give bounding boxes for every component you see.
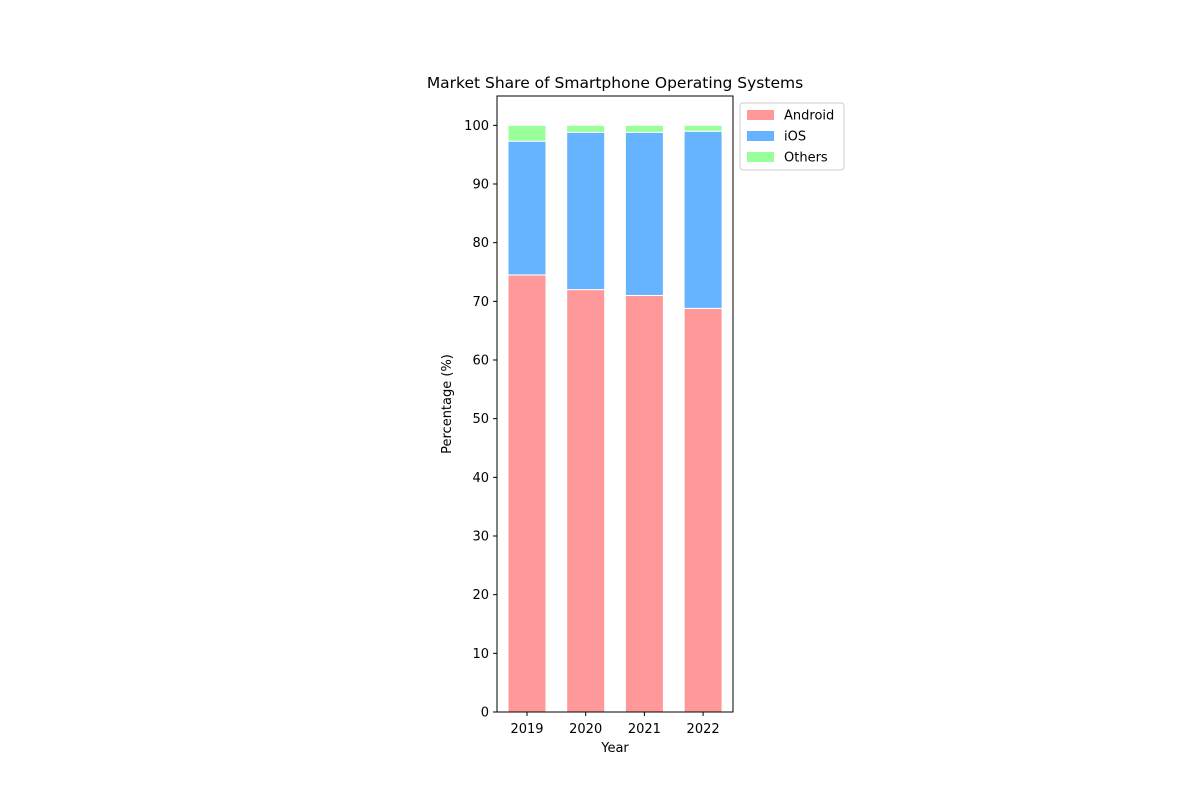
y-tick-label: 100 bbox=[464, 119, 489, 134]
x-tick-label: 2022 bbox=[687, 722, 720, 737]
y-tick-label: 30 bbox=[472, 530, 489, 545]
legend-label-android: Android bbox=[784, 109, 834, 124]
bar-others-2019 bbox=[507, 124, 547, 142]
x-tick-label: 2021 bbox=[628, 722, 661, 737]
bar-ios-2022 bbox=[683, 130, 723, 309]
legend-swatch-ios bbox=[747, 131, 774, 141]
bar-android-2019 bbox=[507, 274, 547, 713]
x-axis-label: Year bbox=[600, 741, 629, 756]
bar-android-2021 bbox=[624, 294, 664, 713]
chart-title: Market Share of Smartphone Operating Sys… bbox=[427, 74, 803, 92]
plot-frame bbox=[496, 95, 734, 713]
x-axis: 2019 2020 2021 2022 bbox=[510, 712, 720, 737]
y-tick-label: 10 bbox=[472, 647, 489, 662]
y-axis-label: Percentage (%) bbox=[440, 354, 455, 454]
bars-layer bbox=[507, 124, 723, 713]
y-tick-label: 90 bbox=[472, 178, 489, 193]
legend: Android iOS Others bbox=[739, 102, 845, 171]
y-tick-label: 50 bbox=[472, 412, 489, 427]
bar-android-2020 bbox=[566, 289, 606, 713]
y-axis: 0 10 20 30 40 50 60 70 80 90 100 bbox=[464, 119, 497, 721]
bar-ios-2019 bbox=[507, 140, 547, 276]
legend-label-ios: iOS bbox=[784, 130, 806, 145]
y-tick-label: 40 bbox=[472, 471, 489, 486]
y-tick-label: 80 bbox=[472, 236, 489, 251]
bar-others-2022 bbox=[683, 124, 723, 132]
bar-others-2021 bbox=[624, 124, 664, 133]
y-tick-label: 70 bbox=[472, 295, 489, 310]
legend-label-others: Others bbox=[784, 151, 828, 166]
y-tick-label: 0 bbox=[481, 706, 489, 721]
x-tick-label: 2020 bbox=[569, 722, 602, 737]
y-tick-label: 20 bbox=[472, 588, 489, 603]
bar-ios-2021 bbox=[624, 131, 664, 296]
legend-swatch-others bbox=[747, 152, 774, 162]
legend-swatch-android bbox=[747, 110, 774, 120]
x-tick-label: 2019 bbox=[510, 722, 543, 737]
bar-android-2022 bbox=[683, 307, 723, 713]
bar-others-2020 bbox=[566, 124, 606, 133]
bar-ios-2020 bbox=[566, 131, 606, 291]
y-tick-label: 60 bbox=[472, 354, 489, 369]
